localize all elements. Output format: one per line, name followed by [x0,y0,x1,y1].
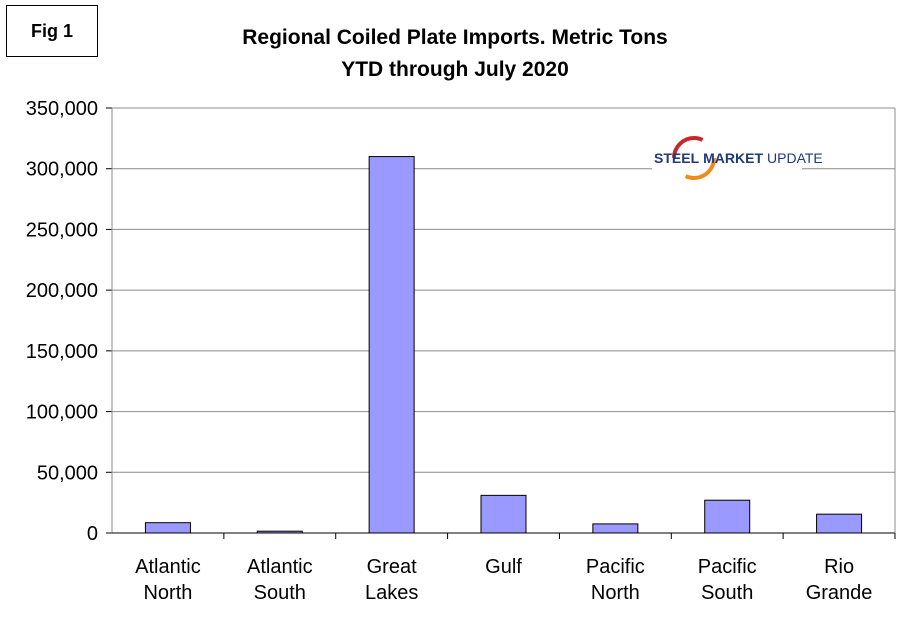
logo-orange-arc-icon [672,136,716,180]
y-tick-label: 100,000 [26,402,98,424]
logo-word-update: UPDATE [767,150,823,166]
x-category-label: South [254,582,306,604]
x-category-labels: Atlantic North Atlantic South Great Lakes Gulf… [135,556,872,604]
logo-word-market: MARKET [703,150,763,166]
x-category-label: North [143,582,192,604]
figure-label: Fig 1 [6,5,98,57]
logo-red-arc-icon [672,136,716,180]
x-category-label: Lakes [365,582,418,604]
logo-word-steel: STEEL [654,150,700,166]
y-tick-label: 250,000 [26,219,98,241]
bar [368,156,415,534]
y-tick-label: 50,000 [37,462,98,484]
x-category-label: Rio [824,556,854,578]
chart-subtitle: YTD through July 2020 [341,58,569,81]
x-category-label: South [701,582,753,604]
x-category-label: Pacific [586,556,645,578]
bar [480,494,527,534]
y-tick-labels: 0 50,000 100,000 150,000 200,000 250,000 300,0… [26,98,98,545]
x-category-label: Atlantic [247,556,313,578]
y-tick-label: 200,000 [26,280,98,302]
y-tick-label: 350,000 [26,98,98,120]
bar [816,513,863,534]
y-tick-label: 150,000 [26,341,98,363]
bar [592,523,639,534]
x-category-label: Gulf [485,556,522,578]
steel-market-update-logo: STEEL MARKET UPDATE [652,136,823,180]
bar [144,522,191,534]
x-category-label: Great [367,556,417,578]
y-tick-label: 300,000 [26,159,98,181]
bar [704,499,751,534]
bars [144,156,863,534]
y-tick-label: 0 [87,523,98,545]
x-category-label: Grande [806,582,873,604]
x-category-label: Pacific [698,556,757,578]
chart-title: Regional Coiled Plate Imports. Metric To… [242,26,668,49]
x-category-label: Atlantic [135,556,201,578]
x-category-label: North [591,582,640,604]
axes [106,107,896,539]
